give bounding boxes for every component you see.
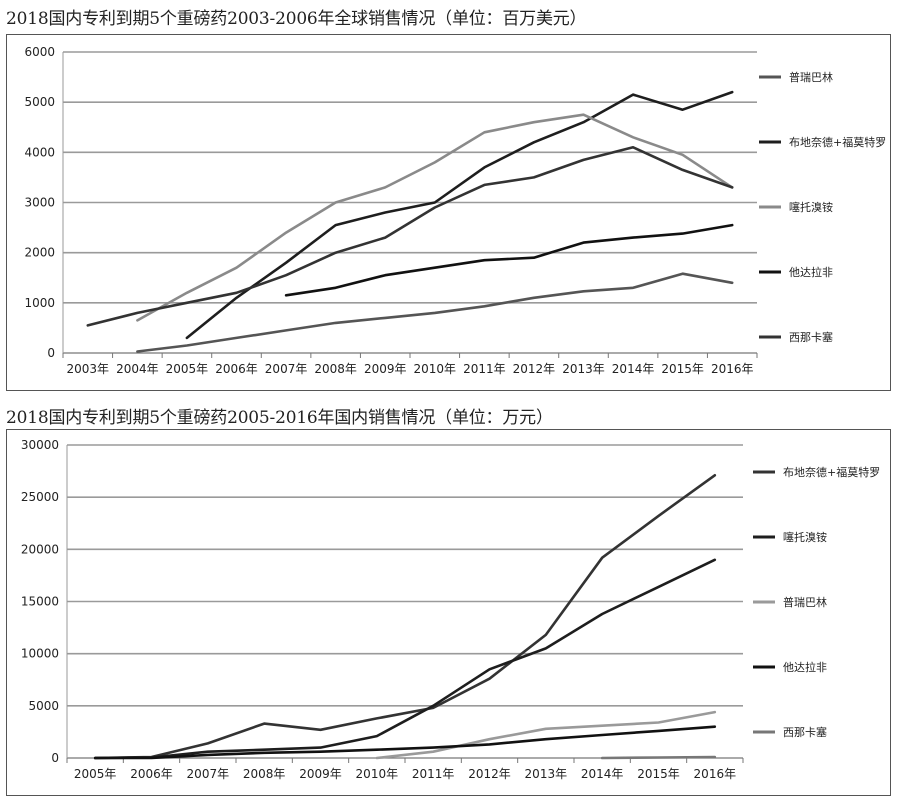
- chart-1-series-line-2: [136, 113, 734, 322]
- chart-1-series-line-3: [284, 223, 734, 297]
- chart-1-legend-label-0: 普瑞巴林: [789, 70, 833, 84]
- chart-2-title: 2018国内专利到期5个重磅药2005-2016年国内销售情况（单位：万元）: [6, 408, 553, 428]
- chart-2-xtick-label-0: 2005年: [74, 767, 117, 781]
- chart-2-ytick-label-6: 30000: [21, 438, 59, 452]
- chart-1-ytick-label-4: 4000: [24, 145, 55, 159]
- chart-2-xtick-label-7: 2012年: [468, 767, 511, 781]
- chart-1-xtick-label-6: 2009年: [364, 362, 407, 376]
- chart-2-series-line-3: [93, 725, 717, 760]
- chart-1-series-line-1: [185, 90, 734, 340]
- chart-2-xtick-label-2: 2007年: [187, 767, 230, 781]
- chart-2-legend-label-4: 西那卡塞: [783, 725, 827, 739]
- chart-1-xtick-label-12: 2015年: [661, 362, 704, 376]
- chart-2-xtick-label-10: 2015年: [637, 767, 680, 781]
- chart-2-series-line-4: [600, 755, 717, 760]
- chart-1-frame: 0 1000 2000 3000 4000 5000 6000 2003年 2004年 2005年…: [6, 34, 891, 391]
- chart-1-svg: 0 1000 2000 3000 4000 5000 6000 2003年 2004年 2005年…: [24, 45, 886, 376]
- chart-1-legend-label-4: 西那卡塞: [789, 330, 833, 344]
- chart-2-legend-label-3: 他达拉非: [783, 660, 827, 674]
- chart-1-xtick-label-3: 2006年: [215, 362, 258, 376]
- chart-2-ytick-label-0: 0: [51, 751, 59, 765]
- chart-1-xtick-label-1: 2004年: [116, 362, 159, 376]
- chart-1-xtick-label-5: 2008年: [314, 362, 357, 376]
- chart-2-ytick-label-2: 10000: [21, 647, 59, 661]
- chart-1-xtick-label-10: 2013年: [562, 362, 605, 376]
- chart-1-xtick-label-0: 2003年: [67, 362, 110, 376]
- chart-2-ytick-label-4: 20000: [21, 542, 59, 556]
- chart-1-series-line-0: [136, 272, 734, 353]
- chart-1-legend-label-2: 噻托溴铵: [789, 200, 833, 214]
- chart-2-series-line-0: [93, 473, 717, 760]
- chart-1-xtick-label-8: 2011年: [463, 362, 506, 376]
- chart-1-ytick-label-0: 0: [47, 346, 55, 360]
- chart-1-title: 2018国内专利到期5个重磅药2003-2006年全球销售情况（单位：百万美元）: [6, 9, 587, 29]
- chart-2-xtick-label-5: 2010年: [356, 767, 399, 781]
- chart-2-xtick-label-6: 2011年: [412, 767, 455, 781]
- chart-2-xtick-label-11: 2016年: [694, 767, 737, 781]
- chart-1-xtick-label-13: 2016年: [711, 362, 754, 376]
- chart-2-svg: 0 5000 10000 15000 20000 25000 30000 2005年 2006年…: [21, 438, 880, 781]
- chart-2-ytick-label-1: 5000: [28, 699, 59, 713]
- chart-2-xtick-label-8: 2013年: [525, 767, 568, 781]
- chart-1-xtick-label-9: 2012年: [513, 362, 556, 376]
- chart-2-xtick-label-4: 2009年: [299, 767, 342, 781]
- chart-2-legend-label-1: 噻托溴铵: [783, 530, 827, 544]
- chart-1-ytick-label-2: 2000: [24, 246, 55, 260]
- chart-1-series-line-4: [86, 146, 734, 327]
- chart-2-series-line-1: [93, 558, 717, 760]
- chart-1-xtick-label-4: 2007年: [265, 362, 308, 376]
- chart-1-ytick-label-1: 1000: [24, 296, 55, 310]
- chart-2-legend-label-0: 布地奈德+福莫特罗: [783, 465, 880, 479]
- chart-2-frame: 0 5000 10000 15000 20000 25000 30000 2005年 2006年…: [6, 429, 891, 796]
- chart-1-ytick-label-5: 5000: [24, 95, 55, 109]
- chart-1-xtick-label-7: 2010年: [414, 362, 457, 376]
- chart-2-xtick-label-9: 2014年: [581, 767, 624, 781]
- chart-1-xtick-label-2: 2005年: [166, 362, 209, 376]
- chart-2-ytick-label-5: 25000: [21, 490, 59, 504]
- chart-2-ytick-label-3: 15000: [21, 595, 59, 609]
- chart-1-legend-label-1: 布地奈德+福莫特罗: [789, 135, 886, 149]
- chart-1-legend-label-3: 他达拉非: [789, 265, 833, 279]
- chart-1-ytick-label-3: 3000: [24, 196, 55, 210]
- chart-2-legend-label-2: 普瑞巴林: [783, 595, 827, 609]
- chart-2-xtick-label-3: 2008年: [243, 767, 286, 781]
- chart-2-xtick-label-1: 2006年: [130, 767, 173, 781]
- chart-2-series-line-2: [375, 710, 717, 760]
- chart-1-xtick-label-11: 2014年: [612, 362, 655, 376]
- chart-1-ytick-label-6: 6000: [24, 45, 55, 59]
